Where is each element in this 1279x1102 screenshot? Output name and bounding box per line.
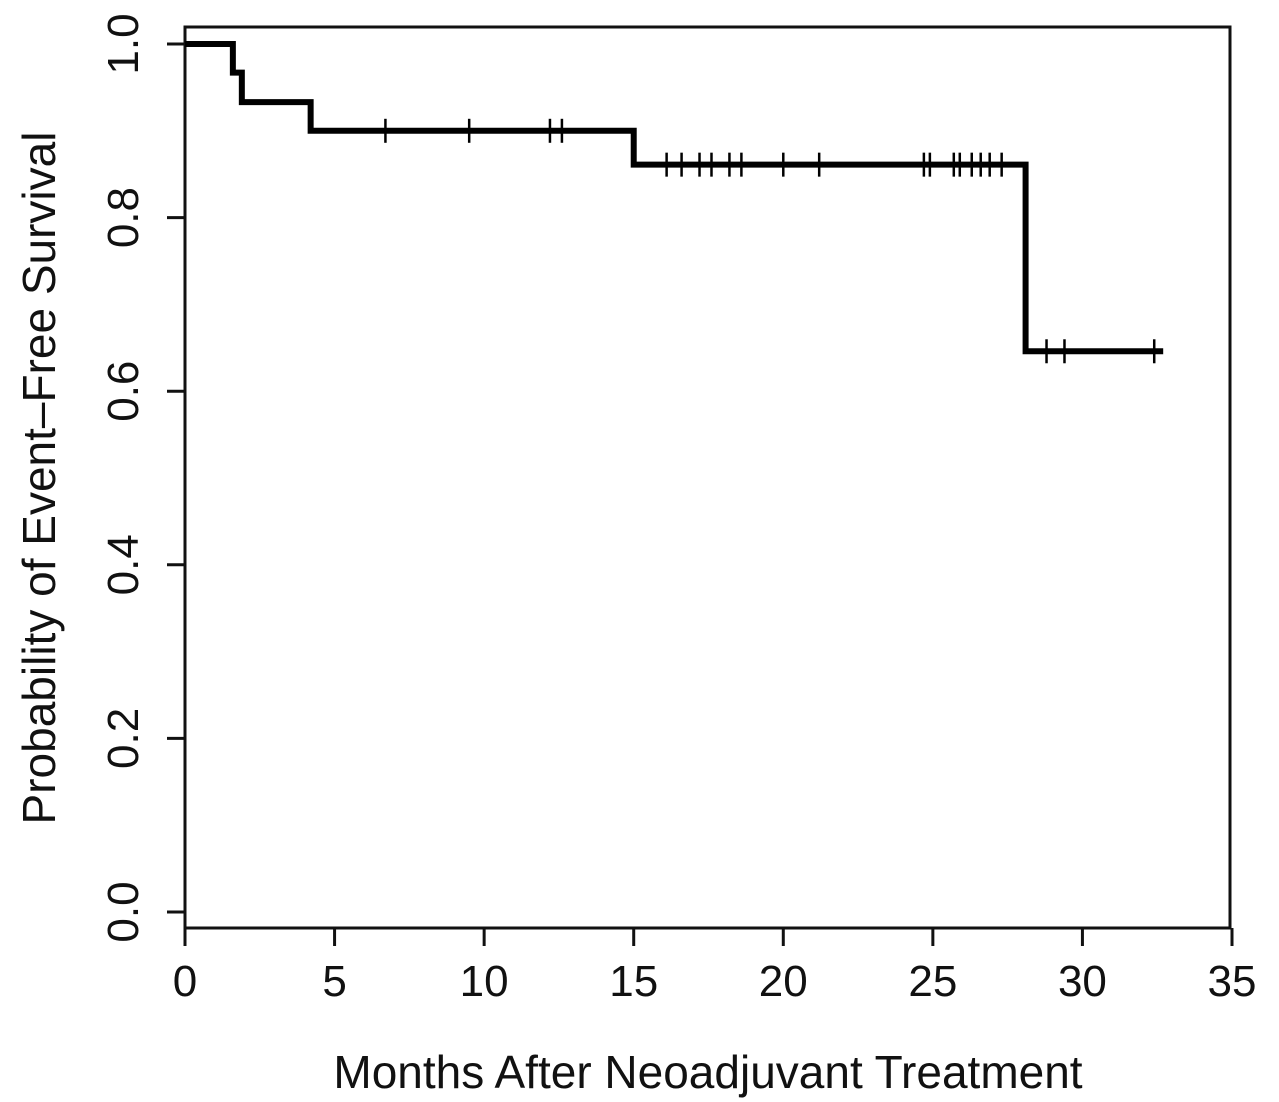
- plot-frame: [183, 25, 1232, 930]
- y-axis-label: Probability of Event–Free Survival: [13, 132, 65, 825]
- x-tick-label: 25: [908, 957, 957, 1006]
- survival-curve: [185, 41, 1164, 355]
- x-tick-label: 5: [322, 957, 346, 1006]
- x-axis-label: Months After Neoadjuvant Treatment: [333, 1046, 1082, 1098]
- x-tick-label: 0: [173, 957, 197, 1006]
- y-tick-label: 0.2: [99, 708, 148, 769]
- x-tick-label: 15: [609, 957, 658, 1006]
- x-tick-label: 30: [1058, 957, 1107, 1006]
- survival-curve-group: [185, 41, 1164, 355]
- x-tick-label: 20: [759, 957, 808, 1006]
- censor-marks: [384, 118, 1156, 364]
- y-tick-label: 1.0: [99, 13, 148, 74]
- y-tick-label: 0.0: [99, 881, 148, 942]
- y-tick-label: 0.6: [99, 361, 148, 422]
- axes: 0 5 10 15 20 25 30 35 0.0 0.2 0.4 0.6 0.8 1.0: [99, 13, 1256, 1006]
- y-tick-label: 0.8: [99, 187, 148, 248]
- y-tick-label: 0.4: [99, 534, 148, 595]
- x-tick-label: 10: [460, 957, 509, 1006]
- x-tick-label: 35: [1208, 957, 1257, 1006]
